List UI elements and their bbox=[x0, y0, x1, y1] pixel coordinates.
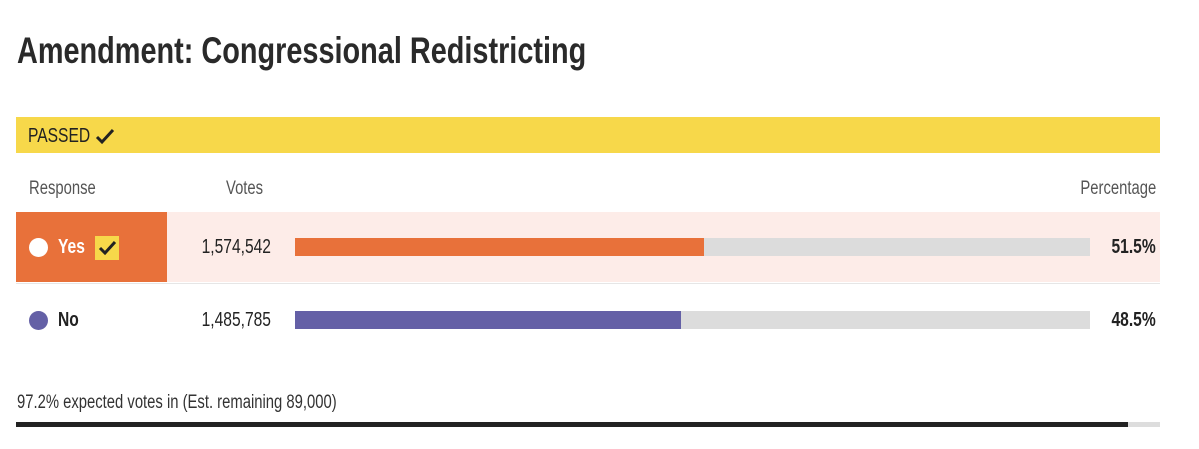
progress-track bbox=[16, 422, 1160, 427]
status-text: PASSED bbox=[28, 125, 91, 147]
status-banner bbox=[16, 117, 1160, 153]
winner-check bbox=[95, 236, 119, 260]
column-header-text: Votes bbox=[226, 178, 264, 199]
footer: 97.2% expected votes in (Est. remaining … bbox=[17, 392, 427, 414]
status: PASSED bbox=[28, 125, 115, 148]
column-header: Votes bbox=[226, 178, 274, 200]
votes: 1,485,785 bbox=[182, 309, 271, 332]
title-text: Amendment: Congressional Redistricting bbox=[17, 30, 587, 71]
votes: 1,574,542 bbox=[182, 236, 271, 259]
column-header-text: Response bbox=[29, 178, 96, 199]
bar bbox=[295, 311, 681, 329]
column-header-text: Percentage bbox=[1080, 178, 1156, 199]
votes-text: 1,574,542 bbox=[201, 236, 271, 258]
response-name: No bbox=[58, 309, 85, 332]
response-name-text: Yes bbox=[58, 236, 85, 258]
bar bbox=[295, 238, 705, 256]
percentage: 48.5% bbox=[1099, 309, 1156, 332]
percentage-text: 48.5% bbox=[1111, 309, 1156, 331]
row-divider bbox=[16, 283, 1160, 284]
response-name-text: No bbox=[58, 309, 79, 331]
check-icon bbox=[95, 128, 115, 145]
color-dot bbox=[29, 311, 48, 330]
column-header: Response bbox=[29, 178, 115, 200]
votes-text: 1,485,785 bbox=[201, 309, 271, 331]
percentage: 51.5% bbox=[1099, 236, 1156, 259]
color-dot bbox=[29, 238, 48, 257]
title: Amendment: Congressional Redistricting bbox=[17, 30, 747, 72]
check-icon bbox=[98, 240, 117, 256]
percentage-text: 51.5% bbox=[1111, 236, 1156, 258]
progress-bar bbox=[16, 422, 1128, 427]
footer-text: 97.2% expected votes in (Est. remaining … bbox=[17, 392, 337, 413]
response-name: Yes bbox=[58, 236, 92, 259]
column-header: Percentage bbox=[1059, 178, 1156, 200]
